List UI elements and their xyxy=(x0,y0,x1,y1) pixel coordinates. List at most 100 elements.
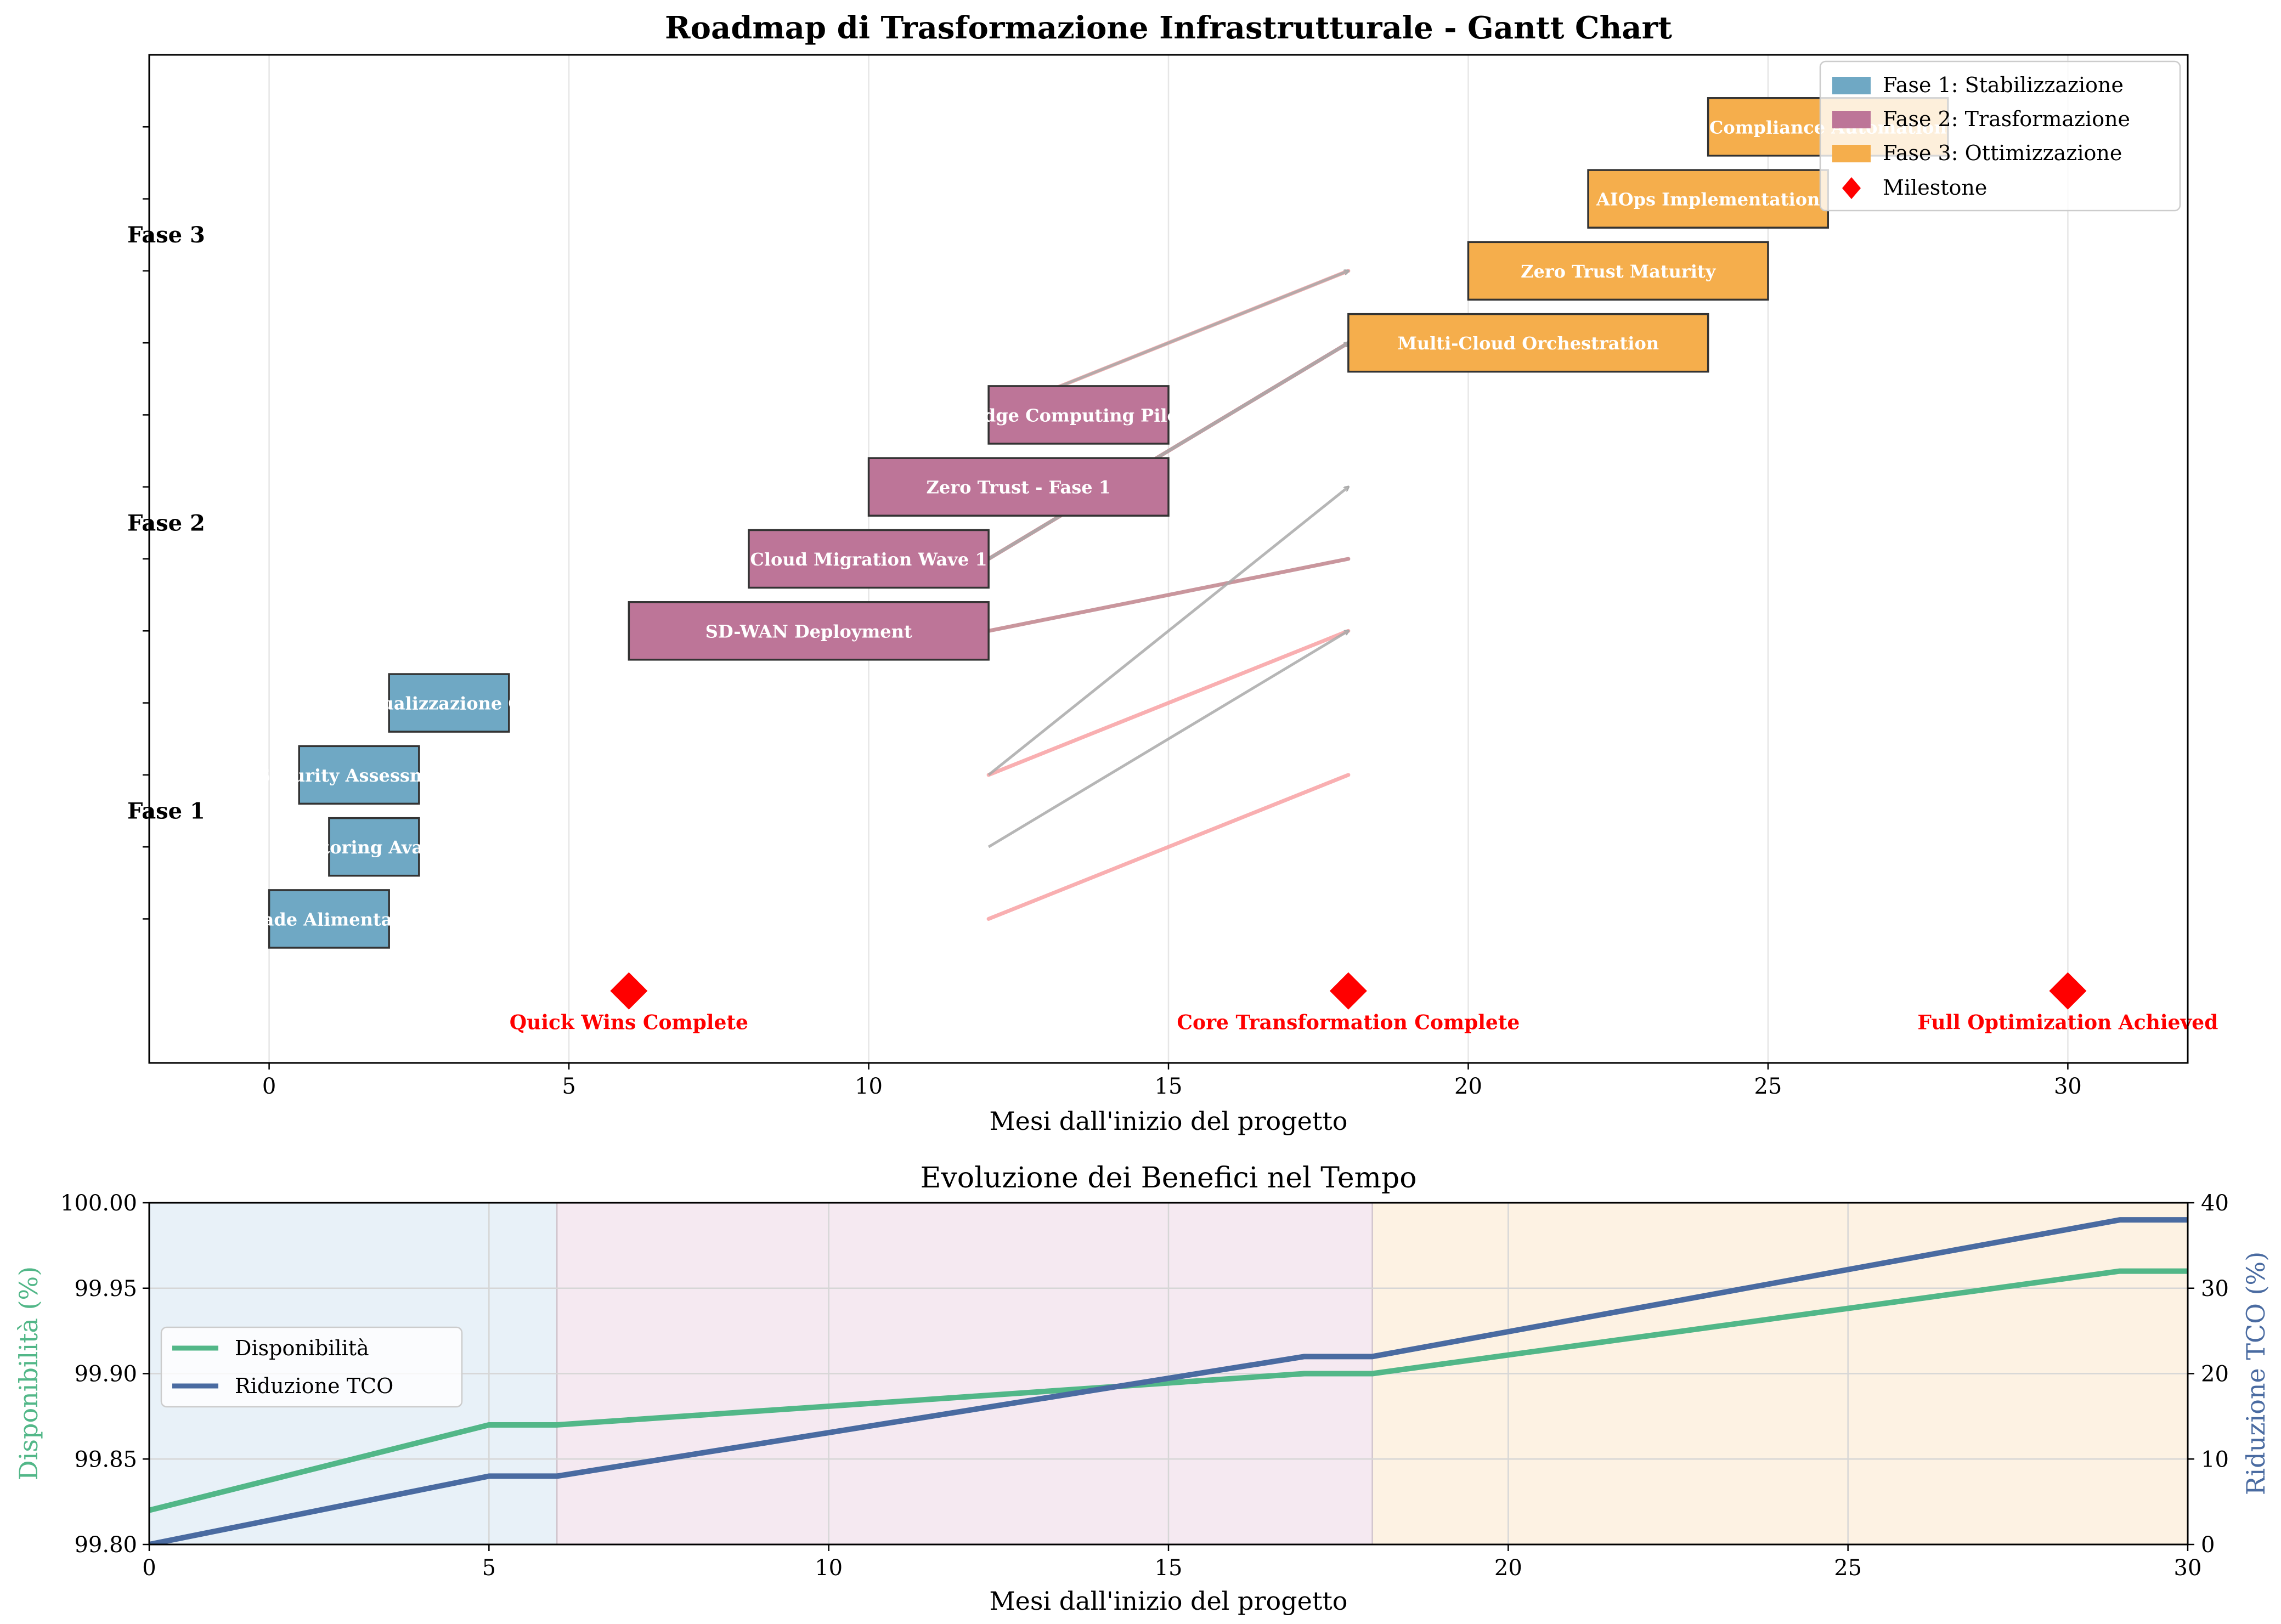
gantt-task: Zero Trust Maturity xyxy=(1467,241,1769,301)
gantt-task-label: SD-WAN Deployment xyxy=(705,621,912,642)
gantt-task: Cloud Migration Wave 1 xyxy=(748,529,990,589)
gantt-task-label: Zero Trust - Fase 1 xyxy=(927,477,1111,498)
legend-label-tco: Riduzione TCO xyxy=(235,1374,393,1398)
benefits-x-tick-label: 15 xyxy=(1155,1555,1183,1581)
gantt-task-label: Zero Trust Maturity xyxy=(1521,261,1717,282)
gantt-task: Edge Computing Pilot xyxy=(970,385,1187,445)
legend-swatch-fase1 xyxy=(1832,77,1871,94)
milestone-label: Full Optimization Achieved xyxy=(1917,1011,2218,1034)
benefits-y-right-tick-label: 0 xyxy=(2201,1532,2215,1558)
gantt-chart: Roadmap di Trasformazione Infrastruttura… xyxy=(127,10,2218,1136)
benefits-y-left-tick-label: 99.95 xyxy=(74,1276,137,1302)
gantt-task-bar xyxy=(268,889,390,949)
benefits-x-tick-label: 0 xyxy=(142,1555,156,1581)
legend-marker-milestone xyxy=(1842,177,1861,199)
gantt-task-label: Security Assessment xyxy=(258,765,460,786)
benefits-x-tick-label: 5 xyxy=(482,1555,496,1581)
gantt-task-bar xyxy=(328,817,420,877)
gantt-x-tick-label: 15 xyxy=(1155,1074,1183,1099)
gantt-phase-label: Fase 1 xyxy=(127,799,205,824)
gantt-x-tick-label: 25 xyxy=(1754,1074,1782,1099)
benefits-y-right-tick-label: 20 xyxy=(2201,1362,2229,1387)
gantt-title: Roadmap di Trasformazione Infrastruttura… xyxy=(665,10,1672,46)
gantt-milestones: Quick Wins Complete Core Transformation C… xyxy=(510,972,2218,1034)
gantt-phase-label: Fase 3 xyxy=(127,222,205,248)
legend-swatch-fase3 xyxy=(1832,145,1871,162)
gantt-task-label: Virtualizzazione Core xyxy=(343,693,555,714)
benefits-series-line-tco xyxy=(149,1217,2188,1544)
gantt-task-label: Edge Computing Pilot xyxy=(970,405,1187,426)
gantt-task-bar xyxy=(1347,313,1709,373)
gantt-task-label: AIOps Implementation xyxy=(1596,189,1820,210)
gantt-dependency-arrow xyxy=(987,343,1348,561)
gantt-task: AIOps Implementation xyxy=(1587,169,1829,229)
gantt-dependencies xyxy=(986,269,1351,921)
gantt-task-bar xyxy=(748,529,990,589)
benefits-title: Evoluzione dei Benefici nel Tempo xyxy=(920,1162,1416,1195)
benefits-y-right-tick-label: 10 xyxy=(2201,1447,2229,1472)
gantt-task-bar xyxy=(298,745,420,805)
legend-label-fase3: Fase 3: Ottimizzazione xyxy=(1883,141,2122,165)
milestone-marker xyxy=(1329,972,1367,1010)
benefits-series xyxy=(149,1217,2188,1544)
benefits-series-line-disponibilita xyxy=(149,1268,2188,1513)
gantt-task-bar xyxy=(1587,169,1829,229)
legend-swatch-fase2 xyxy=(1832,111,1871,128)
gantt-task: Monitoring Avanzato xyxy=(271,817,477,877)
benefits-y-left-tick-label: 99.80 xyxy=(74,1532,137,1558)
gantt-task-bar xyxy=(1467,241,1769,301)
benefits-x-axis-label: Mesi dall'inizio del progetto xyxy=(990,1586,1348,1616)
gantt-task-label: Cloud Migration Wave 1 xyxy=(750,549,987,570)
benefits-y-right-tick-label: 40 xyxy=(2201,1191,2229,1216)
benefits-y-left-tick-label: 99.85 xyxy=(74,1447,137,1472)
milestone-label: Core Transformation Complete xyxy=(1177,1011,1520,1034)
gantt-task: Virtualizzazione Core xyxy=(343,673,555,733)
gantt-dependency-arrow xyxy=(987,487,1348,776)
gantt-phase-label: Fase 2 xyxy=(127,510,205,536)
gantt-legend-frame xyxy=(1819,60,2181,212)
gantt-task: Multi-Cloud Orchestration xyxy=(1347,313,1709,373)
milestone-marker xyxy=(610,972,648,1010)
gantt-dependency-line xyxy=(986,557,1351,633)
gantt-task-label: Multi-Cloud Orchestration xyxy=(1397,333,1659,354)
benefits-y-right-tick-label: 30 xyxy=(2201,1276,2229,1302)
benefits-legend: Disponibilità Riduzione TCO xyxy=(160,1326,463,1408)
gantt-task-label: Monitoring Avanzato xyxy=(271,837,477,858)
gantt-x-tick-label: 30 xyxy=(2054,1074,2082,1099)
gantt-legend: Fase 1: Stabilizzazione Fase 2: Trasform… xyxy=(1819,60,2181,212)
benefits-y-left-tick-label: 100.00 xyxy=(60,1191,137,1216)
gantt-task-label: Upgrade Alimentazione xyxy=(213,909,445,930)
gantt-x-tick-label: 5 xyxy=(562,1074,575,1099)
gantt-x-tick-label: 10 xyxy=(855,1074,883,1099)
benefits-x-tick-label: 25 xyxy=(1834,1555,1862,1581)
gantt-task: Upgrade Alimentazione xyxy=(213,889,445,949)
benefits-y-axis-left-label: Disponibilità (%) xyxy=(14,1266,43,1480)
benefits-x-tick-label: 20 xyxy=(1494,1555,1522,1581)
benefits-axes: 0 5 10 15 20 25 30 99.80 99.85 99.90 99.95 100.00 0 1… xyxy=(60,1191,2229,1581)
gantt-x-tick-label: 20 xyxy=(1454,1074,1482,1099)
gantt-dependency-arrow xyxy=(987,631,1348,848)
gantt-x-axis-label: Mesi dall'inizio del progetto xyxy=(990,1106,1348,1136)
benefits-legend-frame xyxy=(160,1326,463,1408)
gantt-task: Zero Trust - Fase 1 xyxy=(867,457,1170,517)
gantt-task-bar xyxy=(987,385,1170,445)
gantt-task-bar xyxy=(388,673,510,733)
benefits-y-axis-right-label: Riduzione TCO (%) xyxy=(2241,1252,2271,1495)
legend-label-milestone: Milestone xyxy=(1883,176,1987,200)
benefits-chart: Evoluzione dei Benefici nel Tempo 0 5 10 15… xyxy=(14,1162,2271,1616)
gantt-task: Security Assessment xyxy=(258,745,460,805)
gantt-dependency-line xyxy=(986,773,1351,921)
gantt-task-bar xyxy=(628,601,990,661)
gantt-axes: 0 5 10 15 20 25 30 Fase 1 Fase 2 Fase 3 xyxy=(127,126,2082,1099)
legend-label-fase1: Fase 1: Stabilizzazione xyxy=(1883,73,2124,97)
milestone-marker xyxy=(2049,972,2087,1010)
gantt-bars: Upgrade Alimentazione Monitoring Avanzato… xyxy=(213,97,1949,949)
gantt-task-bar xyxy=(867,457,1170,517)
gantt-task: SD-WAN Deployment xyxy=(628,601,990,661)
benefits-x-tick-label: 30 xyxy=(2174,1555,2202,1581)
gantt-dependency-line xyxy=(986,629,1351,777)
benefits-x-tick-label: 10 xyxy=(815,1555,843,1581)
legend-label-fase2: Fase 2: Trasformazione xyxy=(1883,107,2130,131)
benefits-y-left-tick-label: 99.90 xyxy=(74,1362,137,1387)
